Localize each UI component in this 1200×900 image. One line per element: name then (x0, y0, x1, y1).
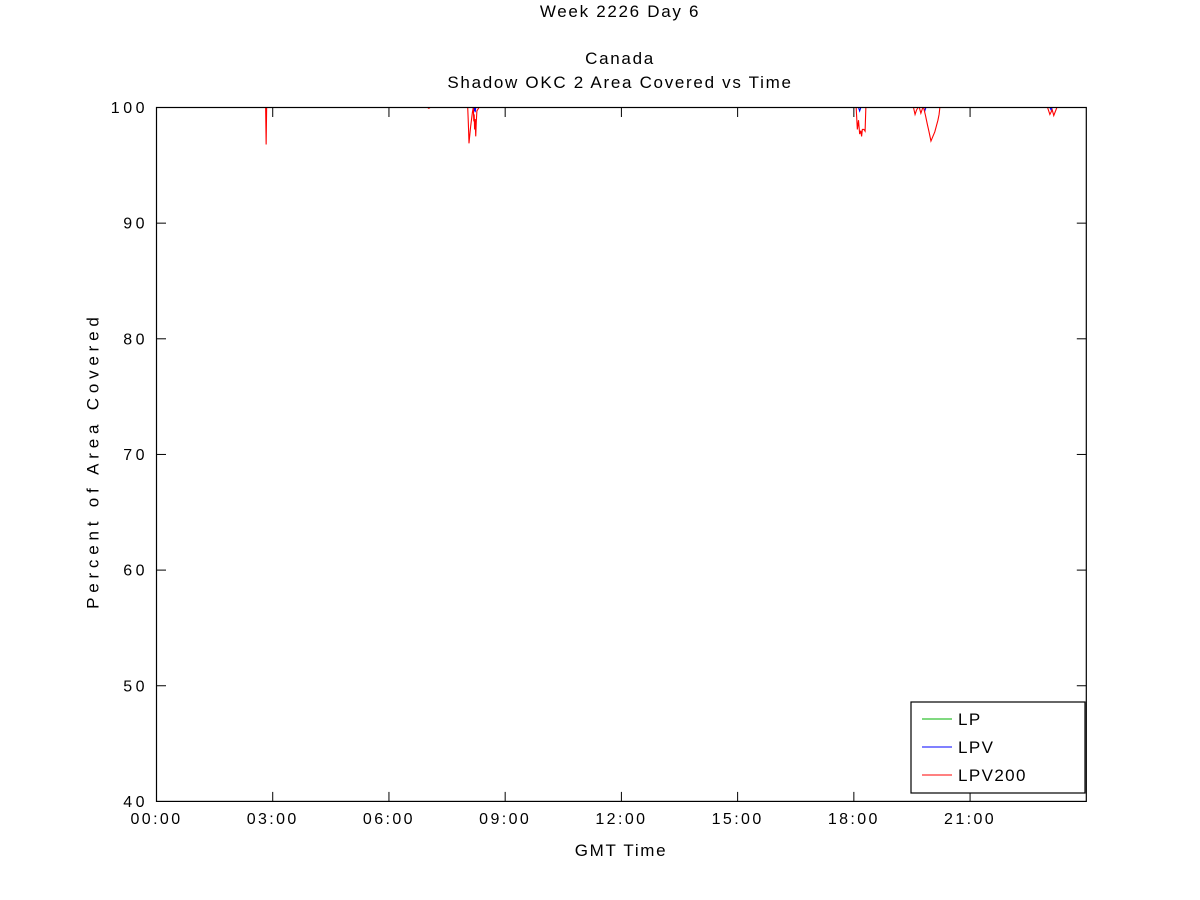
svg-text:Percent of Area Covered: Percent of Area Covered (84, 312, 103, 609)
svg-text:03:00: 03:00 (247, 811, 299, 828)
svg-text:40: 40 (123, 794, 148, 811)
svg-text:15:00: 15:00 (712, 811, 764, 828)
svg-text:70: 70 (123, 447, 148, 464)
svg-text:Shadow OKC 2 Area Covered vs T: Shadow OKC 2 Area Covered vs Time (447, 73, 792, 92)
svg-text:Canada: Canada (585, 49, 655, 68)
svg-text:Week 2226 Day 6: Week 2226 Day 6 (540, 2, 700, 21)
svg-text:GMT Time: GMT Time (575, 841, 668, 860)
svg-text:60: 60 (123, 563, 148, 580)
svg-text:09:00: 09:00 (479, 811, 531, 828)
svg-text:18:00: 18:00 (828, 811, 880, 828)
svg-text:06:00: 06:00 (363, 811, 415, 828)
svg-text:LPV200: LPV200 (958, 766, 1027, 785)
svg-text:100: 100 (111, 100, 148, 117)
svg-text:LP: LP (958, 710, 982, 729)
svg-text:21:00: 21:00 (944, 811, 996, 828)
svg-text:00:00: 00:00 (130, 811, 182, 828)
svg-text:80: 80 (123, 331, 148, 348)
svg-text:LPV: LPV (958, 738, 994, 757)
svg-text:50: 50 (123, 678, 148, 695)
svg-text:12:00: 12:00 (595, 811, 647, 828)
svg-text:90: 90 (123, 216, 148, 233)
